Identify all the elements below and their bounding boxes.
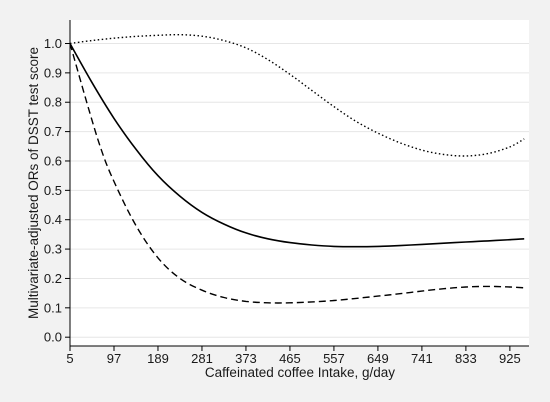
- y-tick-label: 1.0: [44, 36, 62, 51]
- y-tick-label: 0.8: [44, 95, 62, 110]
- series-group: [69, 33, 525, 304]
- grid-lines: [70, 42, 529, 338]
- y-tick-label: 0.1: [44, 300, 62, 315]
- y-tick-label: 0.4: [44, 212, 62, 227]
- x-axis-title: Caffeinated coffee Intake, g/day: [205, 365, 395, 380]
- x-tick-label: 925: [499, 351, 521, 366]
- y-tick-label: 0.6: [44, 153, 62, 168]
- y-tick-label: 0.2: [44, 271, 62, 286]
- x-tick-label: 189: [147, 351, 169, 366]
- x-tick-label: 373: [235, 351, 257, 366]
- x-tick-label: 281: [191, 351, 213, 366]
- x-tick-label: 741: [411, 351, 433, 366]
- y-tick-label: 0.5: [44, 183, 62, 198]
- x-axis-ticks: 5 97 189 281 373 465 557 649 741 833 925: [66, 346, 521, 366]
- y-tick-label: 0.7: [44, 124, 62, 139]
- plot-area: [70, 20, 529, 346]
- y-tick-label: 0.9: [44, 65, 62, 80]
- y-axis-title: Multivariate-adjusted ORs of DSST test s…: [26, 47, 41, 319]
- x-tick-label: 465: [279, 351, 301, 366]
- y-tick-label: 0.3: [44, 242, 62, 257]
- x-tick-label: 649: [367, 351, 389, 366]
- series-line-dotted: [69, 33, 525, 157]
- x-tick-label: 97: [107, 351, 121, 366]
- series-line-dashed: [69, 43, 525, 304]
- x-tick-label: 557: [323, 351, 345, 366]
- series-line-solid: [69, 43, 525, 248]
- x-tick-label: 5: [66, 351, 73, 366]
- y-axis-ticks: 0.0 0.1 0.2 0.3 0.4 0.5 0.6 0.7 0.8 0.9 1.0: [44, 36, 70, 345]
- y-tick-label: 0.0: [44, 330, 62, 345]
- x-tick-label: 833: [455, 351, 477, 366]
